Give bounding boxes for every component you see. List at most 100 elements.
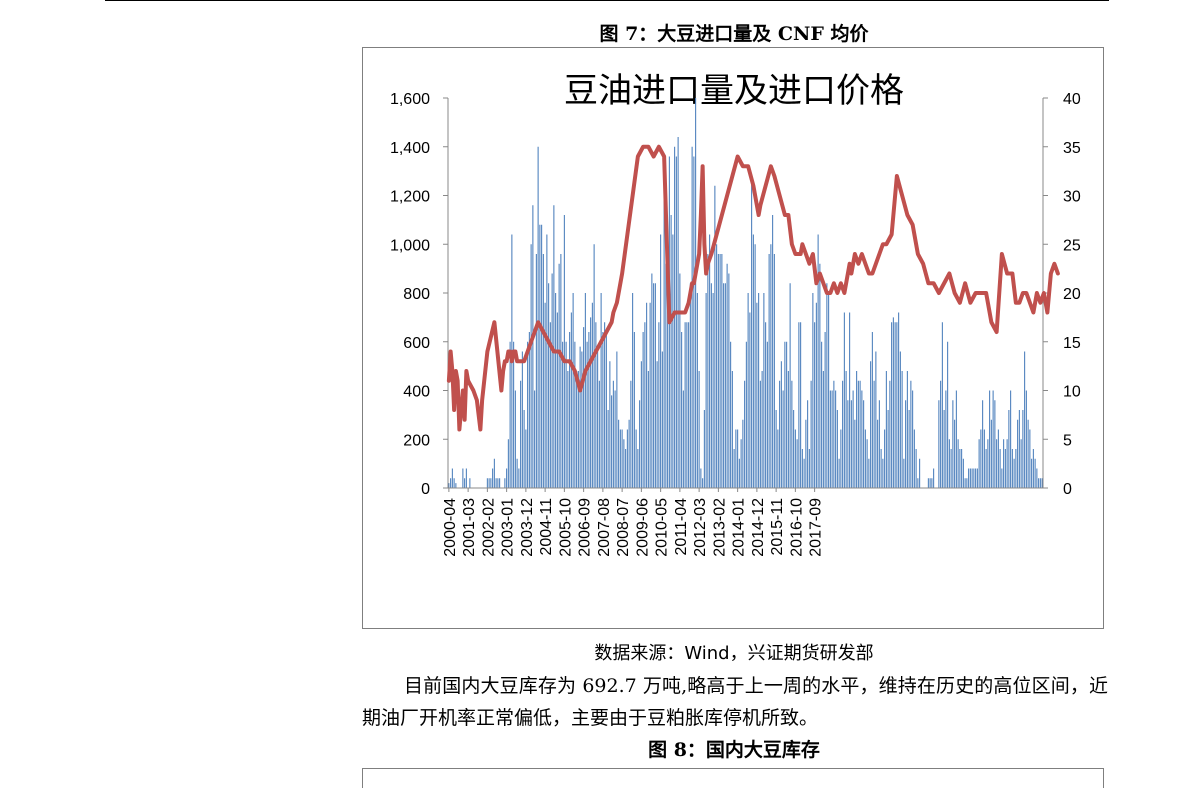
bar	[910, 380, 912, 488]
bar	[709, 234, 711, 488]
bar	[583, 327, 585, 489]
bar	[817, 234, 819, 488]
bar	[822, 371, 824, 488]
x-tick-label: 2009-06	[634, 498, 651, 557]
bar	[717, 254, 719, 488]
bar	[840, 429, 842, 488]
bar	[625, 449, 627, 488]
y-tick-label: 800	[403, 286, 430, 303]
bar	[875, 351, 877, 488]
bar	[868, 458, 870, 488]
bar	[749, 312, 751, 488]
bar	[563, 215, 565, 488]
bar	[812, 293, 814, 488]
bar	[574, 341, 576, 488]
bar	[600, 293, 602, 488]
bar	[745, 341, 747, 488]
y-tick-label: 600	[403, 335, 430, 352]
bar	[791, 380, 793, 488]
bar	[532, 205, 534, 488]
bar	[611, 395, 613, 489]
x-tick-label: 2004-11	[538, 498, 555, 556]
bar	[716, 244, 718, 488]
bar	[569, 332, 571, 488]
y-tick-label: 1,200	[390, 189, 430, 206]
bar	[695, 98, 697, 488]
bar	[647, 371, 649, 488]
bar	[738, 458, 740, 488]
bar	[590, 317, 592, 489]
bar	[649, 302, 651, 488]
x-tick-label: 2001-03	[461, 498, 478, 557]
bar	[843, 312, 845, 488]
bar	[933, 468, 935, 488]
bar	[852, 390, 854, 488]
bar	[595, 322, 597, 488]
bar	[700, 468, 702, 488]
bar	[696, 293, 698, 488]
bar	[766, 341, 768, 488]
chart-svg: 豆油进口量及进口价格02004006008001,0001,2001,4001,…	[390, 71, 1081, 557]
body-paragraph: 目前国内大豆库存为 692.7 万吨,略高于上一周的水平，维持在历史的高位区间，…	[362, 675, 1108, 729]
bar	[754, 244, 756, 488]
top-rule	[105, 0, 1109, 1]
bar	[523, 410, 525, 488]
figure-7-title: 图 7：大豆进口量及 CNF 均价	[599, 23, 869, 45]
x-tick-label: 2006-09	[577, 498, 594, 557]
bar	[878, 400, 880, 488]
bar	[682, 390, 684, 488]
bar	[730, 341, 732, 488]
bar	[707, 254, 709, 488]
bar	[870, 361, 872, 488]
bar	[954, 419, 956, 488]
bar	[940, 380, 942, 488]
bar	[756, 302, 758, 488]
bar	[451, 468, 453, 488]
bar	[1041, 478, 1043, 488]
bar	[562, 341, 564, 488]
bar	[1017, 419, 1019, 488]
bar	[826, 283, 828, 488]
bar	[597, 351, 599, 488]
bar	[1006, 439, 1008, 488]
bar	[614, 390, 616, 488]
y2-tick-label: 25	[1063, 237, 1081, 254]
bar	[633, 332, 635, 488]
bar	[516, 458, 518, 488]
bar	[899, 351, 901, 488]
bar	[945, 390, 947, 488]
bar	[616, 351, 618, 488]
bar	[453, 478, 455, 488]
bar	[968, 468, 970, 488]
bar	[997, 429, 999, 488]
bar	[679, 273, 681, 488]
bar	[814, 322, 816, 488]
bar	[626, 429, 628, 488]
bar	[987, 439, 989, 488]
bar	[905, 400, 907, 488]
bar	[800, 322, 802, 488]
bar	[1008, 410, 1010, 488]
bar	[584, 293, 586, 488]
bar	[586, 341, 588, 488]
bar	[798, 322, 800, 488]
bar	[565, 341, 567, 488]
bar	[556, 312, 558, 488]
bar	[605, 332, 607, 488]
bar	[941, 322, 943, 488]
bar	[1011, 449, 1013, 488]
bar	[588, 332, 590, 488]
bar	[691, 146, 693, 488]
bar	[551, 273, 553, 488]
y-tick-label: 0	[421, 481, 430, 498]
bar	[560, 254, 562, 488]
bar	[549, 322, 551, 488]
bar	[898, 312, 900, 488]
bar	[544, 302, 546, 488]
bar	[518, 468, 520, 488]
bar	[973, 468, 975, 488]
bar	[705, 293, 707, 488]
bar	[635, 429, 637, 488]
bar	[808, 449, 810, 488]
bar	[703, 410, 705, 488]
